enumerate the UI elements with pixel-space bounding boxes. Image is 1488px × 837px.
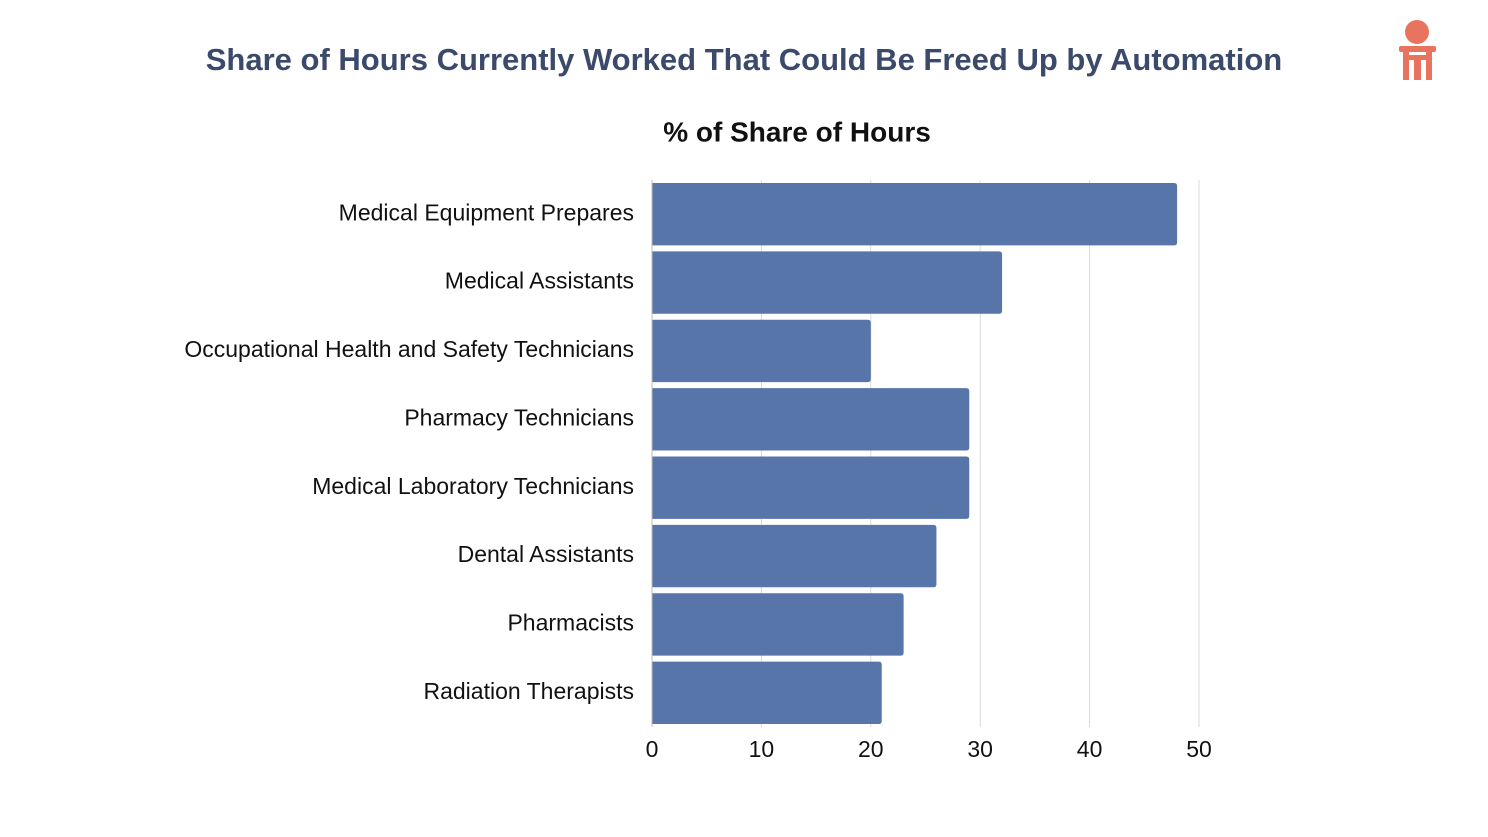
- logo-beam: [1399, 46, 1436, 52]
- logo-post: [1414, 58, 1421, 80]
- y-tick-label: Medical Equipment Prepares: [339, 199, 634, 225]
- logo-head: [1405, 20, 1429, 44]
- bar: [652, 183, 1178, 246]
- logo-post: [1403, 52, 1409, 80]
- x-tick-label: 30: [967, 736, 993, 762]
- x-tick-label: 10: [749, 736, 775, 762]
- bar: [652, 388, 970, 451]
- bar: [652, 319, 871, 383]
- bar: [652, 456, 970, 519]
- bar: [652, 661, 882, 724]
- logo: [1399, 20, 1436, 80]
- logo-post: [1426, 52, 1432, 80]
- x-tick-label: 50: [1186, 736, 1212, 762]
- y-tick-label: Medical Laboratory Technicians: [312, 473, 634, 499]
- bar: [652, 593, 904, 656]
- y-tick-label: Pharmacy Technicians: [404, 404, 634, 430]
- x-tick-label: 20: [858, 736, 884, 762]
- y-tick-label: Occupational Health and Safety Technicia…: [184, 336, 634, 362]
- y-tick-label: Medical Assistants: [445, 268, 634, 294]
- bar: [652, 524, 937, 588]
- x-tick-label: 40: [1077, 736, 1103, 762]
- logo-beam: [1403, 55, 1432, 60]
- y-tick-label: Dental Assistants: [458, 541, 634, 567]
- chart-subtitle: % of Share of Hours: [663, 116, 931, 147]
- bar: [652, 251, 1003, 314]
- y-tick-label: Pharmacists: [507, 610, 634, 636]
- y-tick-label: Radiation Therapists: [423, 678, 634, 704]
- chart-title: Share of Hours Currently Worked That Cou…: [206, 42, 1282, 77]
- x-tick-label: 0: [646, 736, 659, 762]
